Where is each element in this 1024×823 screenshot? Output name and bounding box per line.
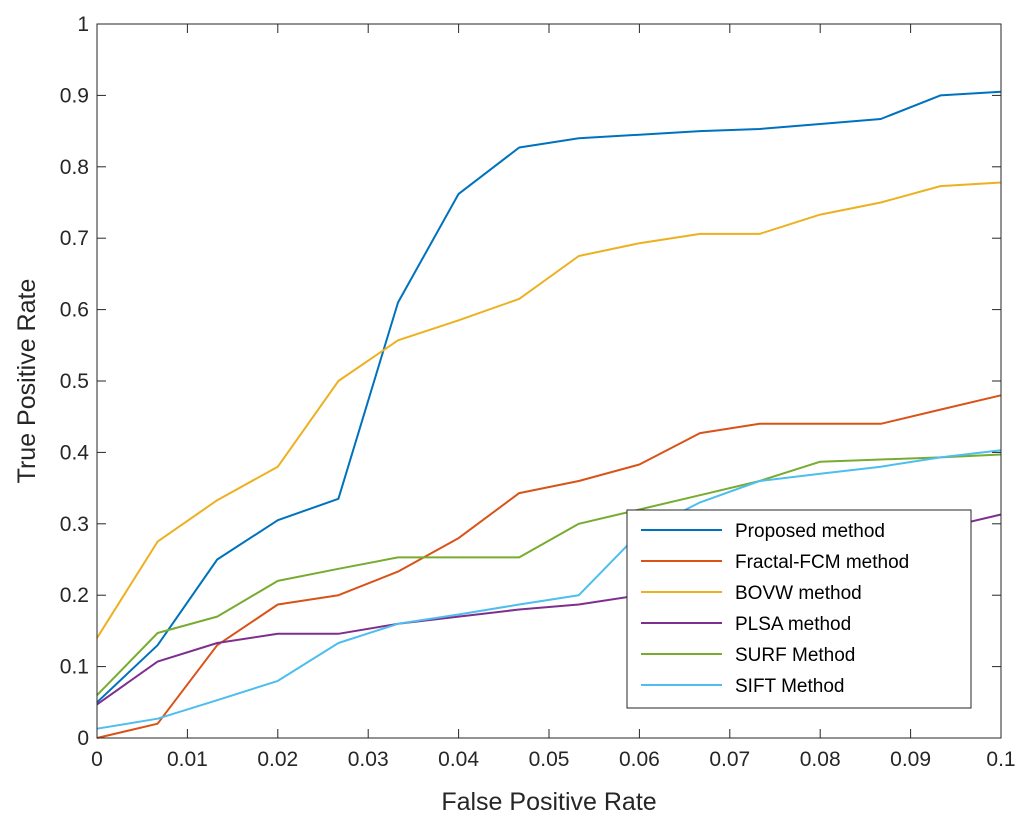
x-tick-label: 0.07 <box>709 748 750 771</box>
x-tick-label: 0.09 <box>890 748 931 771</box>
y-tick-label: 0.6 <box>60 299 89 322</box>
series-line-2 <box>96 181 1002 639</box>
series-line-0 <box>96 90 1002 704</box>
x-tick-label: 0.05 <box>529 748 570 771</box>
legend-label-1: Fractal-FCM method <box>735 552 909 573</box>
legend-label-5: SIFT Method <box>735 676 844 697</box>
y-tick-label: 0.2 <box>60 584 89 607</box>
x-tick-label: 0.08 <box>800 748 841 771</box>
y-tick-label: 0.1 <box>60 656 89 679</box>
y-tick-label: 0.5 <box>60 370 89 393</box>
y-tick-label: 0.8 <box>60 156 89 179</box>
x-tick-label: 0.1 <box>986 748 1015 771</box>
y-tick-label: 0 <box>77 727 89 750</box>
series-line-1 <box>96 394 1002 739</box>
series-layer <box>96 90 1002 739</box>
legend: Proposed method Fractal-FCM method BOVW me… <box>626 509 972 709</box>
series-line-5 <box>96 449 1002 730</box>
series-line-4 <box>96 453 1002 696</box>
legend-label-0: Proposed method <box>735 521 885 542</box>
legend-box <box>626 509 972 709</box>
y-axis-title: True Positive Rate <box>13 279 41 484</box>
x-axis-title: False Positive Rate <box>441 788 656 816</box>
y-tick-label: 0.4 <box>60 441 90 464</box>
y-tick-label: 0.9 <box>60 84 89 107</box>
x-tick-label: 0.01 <box>167 748 208 771</box>
y-tick-label: 1 <box>77 13 89 36</box>
legend-label-3: PLSA method <box>735 614 851 635</box>
x-tick-label: 0 <box>91 748 103 771</box>
y-tick-label: 0.7 <box>60 227 89 250</box>
y-tick-label: 0.3 <box>60 513 89 536</box>
tick-layer: 0 0.01 0.02 0.03 0.04 0.05 0.06 0.07 0.08 0.09 0.1… <box>60 13 1016 771</box>
x-tick-label: 0.06 <box>619 748 660 771</box>
legend-label-2: BOVW method <box>735 583 862 604</box>
x-tick-label: 0.03 <box>348 748 389 771</box>
x-tick-label: 0.02 <box>257 748 298 771</box>
x-tick-label: 0.04 <box>438 748 479 771</box>
legend-label-4: SURF Method <box>735 645 855 666</box>
